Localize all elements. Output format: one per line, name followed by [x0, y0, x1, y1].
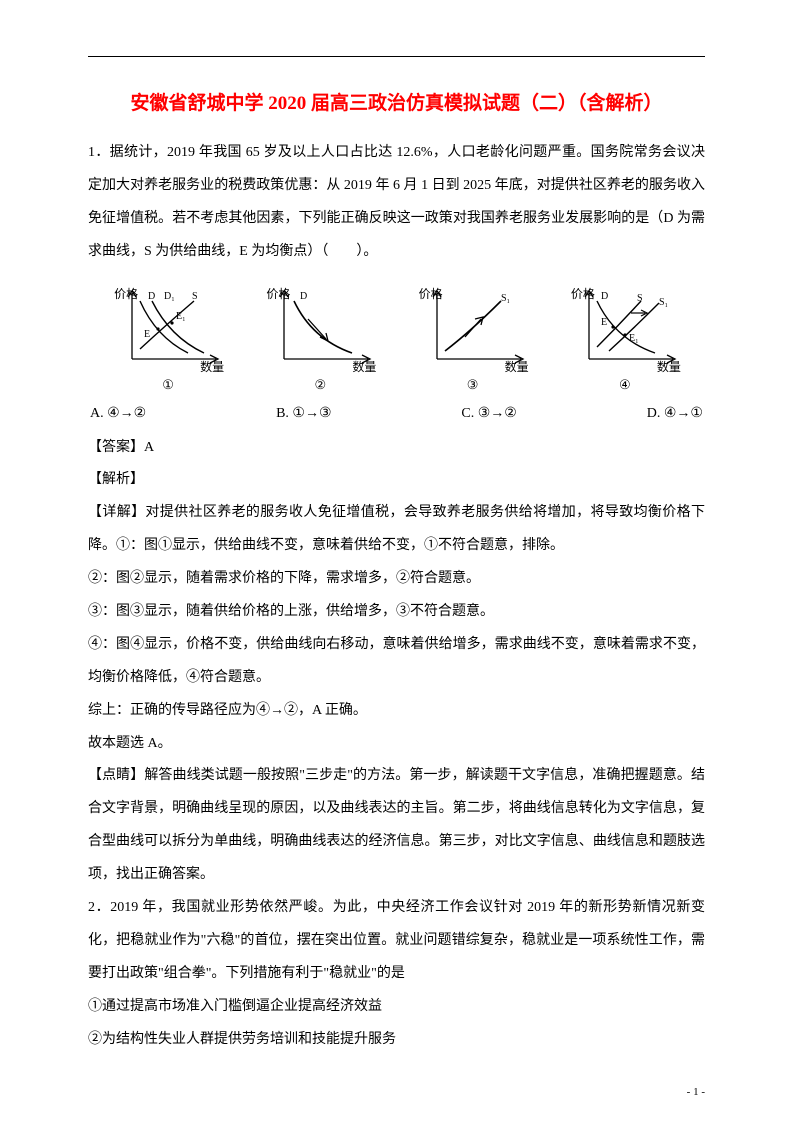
- svg-text:S₁: S₁: [501, 293, 510, 304]
- detail-5: 综上：正确的传导路径应为④→②，A 正确。: [88, 695, 705, 728]
- diagram-1-label: ①: [162, 377, 174, 393]
- svg-text:E₁: E₁: [176, 311, 186, 322]
- option-b: B. ①→③: [276, 405, 331, 422]
- q2-opt1: ①通过提高市场准入门槛倒逼企业提高经济效益: [88, 991, 705, 1024]
- svg-text:D: D: [601, 291, 608, 302]
- svg-text:E: E: [601, 317, 607, 328]
- detail-3: ③：图③显示，随着供给价格的上涨，供给增多，③不符合题意。: [88, 596, 705, 629]
- svg-text:S: S: [192, 291, 198, 302]
- q1-options: A. ④→② B. ①→③ C. ③→② D. ④→①: [88, 405, 705, 422]
- top-rule: [88, 56, 705, 57]
- detail-4: ④：图④显示，价格不变，供给曲线向右移动，意味着供给增多，需求曲线不变，意味着需…: [88, 629, 705, 695]
- diagram-4-label: ④: [619, 377, 631, 393]
- svg-text:D₁: D₁: [164, 291, 175, 302]
- diagram-2: 价格 D 数量 ②: [260, 283, 380, 393]
- diagram-3-label: ③: [467, 377, 479, 393]
- exam-title: 安徽省舒城中学 2020 届高三政治仿真模拟试题（二）（含解析）: [88, 88, 705, 115]
- svg-text:D: D: [148, 291, 155, 302]
- diagram-2-label: ②: [315, 377, 327, 393]
- svg-text:S₁: S₁: [659, 297, 668, 308]
- q1-stem: 1．据统计，2019 年我国 65 岁及以上人口占比达 12.6%，人口老龄化问…: [88, 137, 705, 269]
- detail-1: 【详解】对提供社区养老的服务收人免征增值税，会导致养老服务供给将增加，将导致均衡…: [88, 497, 705, 563]
- diagrams-row: 价格 D D₁ S E E₁ 数量 ① 价格: [88, 283, 705, 393]
- answer-label: 【答案】A: [88, 432, 705, 465]
- axis-x-label: 数量: [200, 358, 224, 375]
- diagram-3: 价格 S₁ 数量 ③: [413, 283, 533, 393]
- page-number: - 1 -: [687, 1086, 705, 1098]
- explain-label: 【解析】: [88, 464, 705, 497]
- option-d: D. ④→①: [647, 405, 703, 422]
- option-c: C. ③→②: [461, 405, 516, 422]
- detail-2: ②：图②显示，随着需求价格的下降，需求增多，②符合题意。: [88, 563, 705, 596]
- svg-text:E₁: E₁: [629, 333, 639, 344]
- detail-6: 故本题选 A。: [88, 728, 705, 761]
- svg-text:E: E: [144, 329, 150, 340]
- option-a: A. ④→②: [90, 405, 146, 422]
- tip: 【点睛】解答曲线类试题一般按照"三步走"的方法。第一步，解读题干文字信息，准确把…: [88, 760, 705, 892]
- diagram-1: 价格 D D₁ S E E₁ 数量 ①: [108, 283, 228, 393]
- svg-text:D: D: [300, 291, 307, 302]
- svg-text:S: S: [637, 293, 643, 304]
- axis-x-label: 数量: [352, 358, 376, 375]
- axis-x-label: 数量: [505, 358, 529, 375]
- axis-x-label: 数量: [657, 358, 681, 375]
- q2-opt2: ②为结构性失业人群提供劳务培训和技能提升服务: [88, 1024, 705, 1057]
- q2-stem: 2．2019 年，我国就业形势依然严峻。为此，中央经济工作会议针对 2019 年…: [88, 892, 705, 991]
- diagram-4: 价格 D S S₁ E E₁ 数量 ④: [565, 283, 685, 393]
